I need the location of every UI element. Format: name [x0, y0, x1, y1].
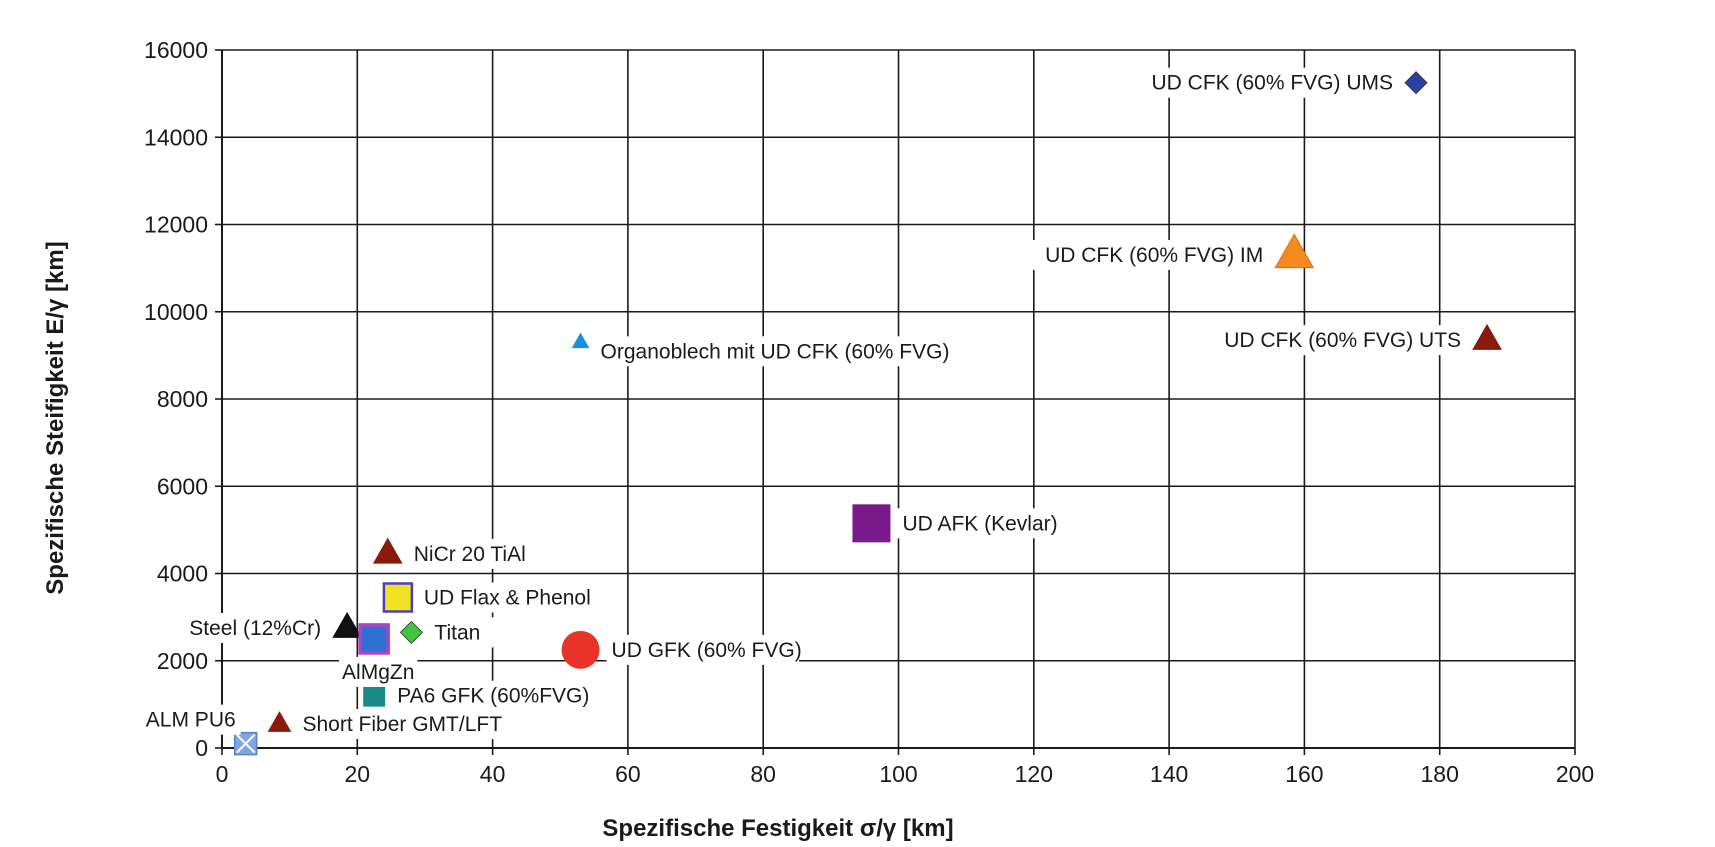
- data-labels: UD CFK (60% FVG) UMS UD CFK (60% FVG) IM U…: [146, 67, 1467, 740]
- x-tick-label: 200: [1556, 761, 1594, 787]
- x-tick-label: 160: [1285, 761, 1323, 787]
- x-tick-label: 40: [480, 761, 506, 787]
- data-label-background: [392, 680, 585, 711]
- data-label: UD GFK (60% FVG): [612, 639, 802, 662]
- data-markers: [233, 71, 1502, 756]
- data-point-marker: [1472, 323, 1502, 350]
- data-label-background: [167, 613, 327, 644]
- x-tick-label: 180: [1421, 761, 1459, 787]
- data-label-background: [1148, 67, 1399, 98]
- data-label: AlMgZn: [342, 661, 414, 684]
- y-tick-label: 6000: [157, 473, 208, 499]
- data-label-background: [429, 617, 497, 648]
- square-marker: [382, 582, 414, 613]
- y-tick-labels: 0 2000 4000 6000 8000 10000 12000 14000 16000: [144, 37, 208, 761]
- data-label: ALM PU6: [146, 709, 236, 732]
- data-point-marker: [267, 711, 292, 732]
- data-label: UD AFK (Kevlar): [902, 512, 1057, 535]
- x-tick-label: 100: [879, 761, 917, 787]
- data-point-marker: [852, 504, 891, 543]
- x-axis-title: Spezifische Festigkeit σ/γ [km]: [602, 815, 953, 842]
- data-label: Steel (12%Cr): [189, 617, 321, 640]
- data-label: UD CFK (60% FVG) UTS: [1224, 329, 1461, 352]
- data-label-background: [595, 336, 971, 367]
- data-label: UD CFK (60% FVG) UMS: [1151, 72, 1393, 95]
- triangle-marker: [571, 332, 590, 349]
- y-tick-label: 10000: [144, 299, 208, 325]
- x-tick-label: 20: [345, 761, 371, 787]
- data-point-marker: [372, 537, 403, 564]
- data-point-marker: [363, 684, 386, 707]
- triangle-marker: [1472, 323, 1502, 350]
- square-marker: [852, 504, 891, 543]
- x-tick-label: 60: [615, 761, 641, 787]
- y-tick-label: 2000: [157, 648, 208, 674]
- x-cross-line: [235, 733, 256, 754]
- triangle-marker: [267, 711, 292, 732]
- data-point-marker: [1404, 71, 1428, 95]
- data-point-marker: [1274, 233, 1315, 269]
- x-tick-labels: 0 20 40 60 80 100 120 140 160 180 200: [216, 761, 1595, 787]
- data-label-background: [150, 704, 241, 735]
- triangle-marker: [332, 611, 363, 638]
- y-tick-label: 8000: [157, 386, 208, 412]
- diamond-marker: [399, 620, 423, 644]
- data-point-marker: [358, 623, 390, 655]
- y-tick-label: 4000: [157, 561, 208, 587]
- axes: [215, 49, 1576, 755]
- x-tick-label: 140: [1150, 761, 1188, 787]
- data-label: UD CFK (60% FVG) IM: [1045, 244, 1263, 267]
- y-tick-label: 0: [195, 735, 208, 761]
- y-tick-label: 16000: [144, 37, 208, 63]
- data-point-marker: [233, 731, 258, 756]
- data-label: UD Flax & Phenol: [424, 586, 591, 609]
- data-label-background: [1030, 240, 1269, 271]
- data-point-marker: [571, 332, 590, 349]
- x-tick-label: 80: [750, 761, 776, 787]
- data-label-background: [1228, 325, 1467, 356]
- data-label: NiCr 20 TiAl: [414, 543, 526, 566]
- data-label-background: [408, 538, 556, 569]
- data-label: Short Fiber GMT/LFT: [303, 713, 503, 736]
- data-label: PA6 GFK (60%FVG): [397, 685, 589, 708]
- circle-marker: [561, 630, 600, 669]
- data-label-background: [297, 709, 525, 740]
- data-label: Organoblech mit UD CFK (60% FVG): [601, 340, 950, 363]
- data-label: Titan: [434, 621, 480, 644]
- data-point-marker: [399, 620, 423, 644]
- grid-lines: [221, 49, 1576, 749]
- triangle-marker: [1274, 233, 1315, 269]
- data-point-marker: [382, 582, 414, 613]
- square-marker: [358, 623, 390, 655]
- y-tick-label: 14000: [144, 124, 208, 150]
- triangle-marker: [372, 537, 403, 564]
- diamond-marker: [1404, 71, 1428, 95]
- data-point-marker: [332, 611, 363, 638]
- square-marker: [363, 684, 386, 707]
- data-label-background: [418, 582, 612, 613]
- data-label-background: [606, 634, 799, 665]
- data-point-marker: [561, 630, 600, 669]
- x-tick-label: 0: [216, 761, 229, 787]
- y-tick-label: 12000: [144, 212, 208, 238]
- y-axis-title: Spezifische Steifigkeit E/γ [km]: [42, 241, 69, 594]
- data-label-background: [897, 508, 1079, 539]
- x-tick-label: 120: [1015, 761, 1053, 787]
